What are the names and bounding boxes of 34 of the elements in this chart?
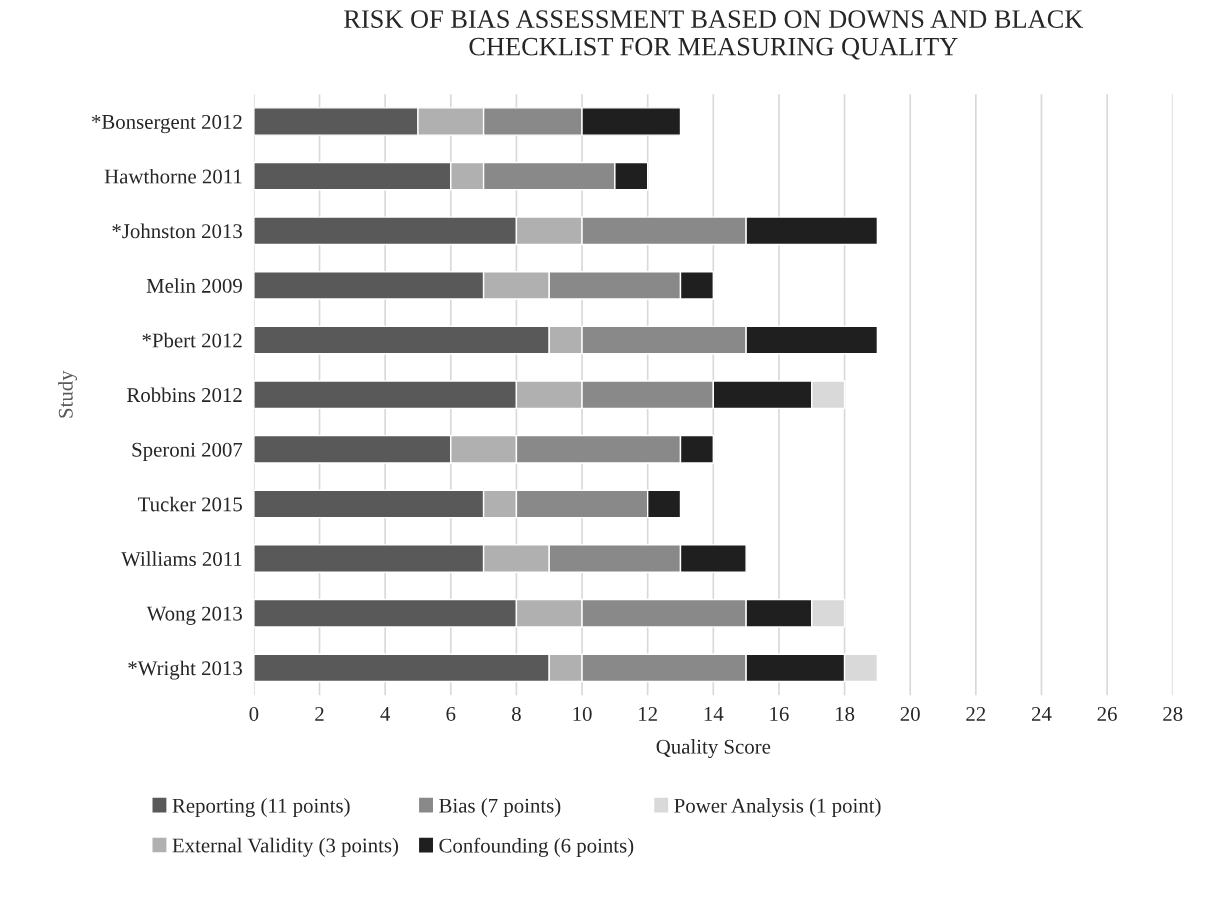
x-tick-label: 24 — [1031, 706, 1052, 721]
x-tick-label: 4 — [380, 707, 391, 721]
y-axis-title: Study — [58, 370, 78, 418]
legend-label: External Validity (3 points) — [172, 837, 399, 857]
x-tick-label: 20 — [900, 706, 920, 721]
x-tick-label: 14 — [704, 706, 724, 721]
y-tick-label: *Bonsergent 2012 — [91, 114, 242, 134]
x-tick-label: 26 — [1097, 706, 1117, 721]
y-tick-label: Speroni 2007 — [132, 442, 243, 461]
y-tick-label: Williams 2011 — [121, 551, 242, 567]
y-tick-label: Melin 2009 — [146, 278, 242, 293]
y-tick-label: *Johnston 2013 — [112, 223, 242, 239]
x-tick-label: 0 — [249, 706, 259, 721]
y-tick-label: *Pbert 2012 — [142, 332, 242, 348]
y-tick-label: Wong 2013 — [146, 606, 242, 625]
x-axis-title: Quality Score — [656, 739, 771, 759]
x-tick-label: 22 — [966, 706, 986, 721]
y-tick-label: Robbins 2012 — [127, 387, 242, 403]
y-tick-label: *Wright 2013 — [128, 660, 242, 680]
x-tick-label: 2 — [315, 706, 324, 721]
x-tick-label: 28 — [1163, 706, 1183, 721]
x-tick-label: 10 — [573, 706, 592, 721]
x-tick-label: 16 — [770, 706, 789, 721]
legend-label: Bias (7 points) — [439, 798, 561, 817]
x-tick-label: 18 — [835, 706, 855, 721]
y-tick-label: Tucker 2015 — [138, 496, 242, 512]
x-tick-label: 6 — [446, 706, 456, 721]
x-tick-label: 12 — [639, 706, 657, 721]
y-tick-label: Hawthorne 2011 — [104, 168, 242, 184]
legend-label: Power Analysis (1 point) — [674, 798, 881, 818]
legend-label: Reporting (11 points) — [172, 798, 350, 818]
chart-title: RISK OF BIAS ASSESSMENT BASED ON DOWNS AND BLACK CHECKLIST FOR MEASURING QUALITY — [344, 10, 1084, 60]
x-tick-label: 8 — [512, 706, 521, 721]
legend-label: Confounding (6 points) — [439, 837, 634, 857]
